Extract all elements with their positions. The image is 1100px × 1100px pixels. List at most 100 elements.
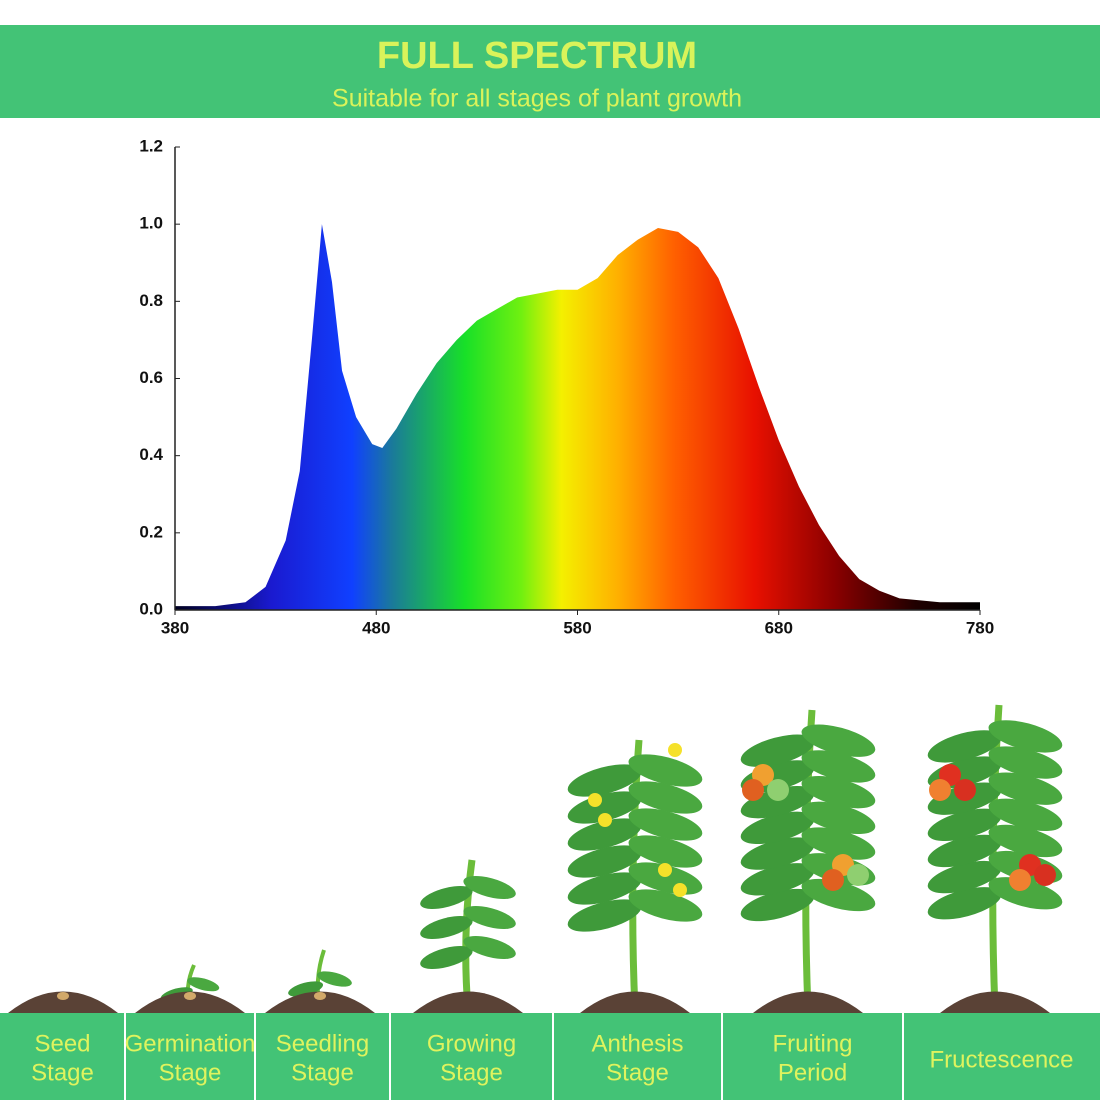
y-tick-label: 0.8 — [139, 291, 163, 310]
soil — [8, 991, 118, 1013]
leaf — [463, 936, 516, 959]
leaf — [628, 808, 703, 841]
fruit — [1009, 869, 1031, 891]
x-tick-label: 780 — [966, 618, 994, 637]
leaf — [801, 724, 876, 757]
subtitle: Suitable for all stages of plant growth — [332, 85, 742, 113]
leaf — [801, 801, 876, 835]
x-tick-label: 680 — [765, 618, 793, 637]
leaf — [628, 889, 703, 922]
seed — [57, 992, 69, 1000]
stage-label: Seed — [34, 1030, 90, 1057]
leaf — [463, 906, 516, 929]
fruit — [929, 779, 951, 801]
soil — [580, 991, 690, 1013]
y-tick-label: 0.2 — [139, 522, 163, 541]
soil — [413, 991, 523, 1013]
x-tick-label: 580 — [563, 618, 591, 637]
fruit — [822, 869, 844, 891]
y-tick-label: 0.6 — [139, 368, 163, 387]
soil — [753, 991, 863, 1013]
seed — [184, 992, 196, 1000]
leaf — [988, 877, 1063, 910]
stage-label: Stage — [291, 1059, 354, 1086]
leaf — [988, 746, 1063, 779]
y-tick-label: 0.4 — [139, 445, 163, 464]
stage-label: Fruiting — [772, 1030, 852, 1057]
y-tick-label: 1.0 — [139, 214, 163, 233]
leaf — [288, 981, 324, 997]
fruit — [742, 779, 764, 801]
leaf — [988, 720, 1063, 753]
plants — [8, 704, 1063, 1013]
flower — [598, 813, 612, 827]
leaf — [740, 734, 815, 767]
stage-label: Seedling — [276, 1030, 369, 1057]
stage-band — [0, 1013, 1100, 1100]
y-tick-label: 0.0 — [139, 599, 163, 618]
stages: SeedStageGerminationStageSeedlingStageGr… — [31, 1013, 1074, 1100]
leaf — [567, 791, 642, 824]
soil — [135, 991, 245, 1013]
leaf — [801, 878, 876, 912]
x-tick-label: 480 — [362, 618, 390, 637]
flower — [673, 883, 687, 897]
leaf — [988, 798, 1063, 832]
leaf — [567, 872, 642, 905]
y-tick-label: 1.2 — [139, 136, 163, 155]
stage-label: Anthesis — [591, 1030, 683, 1057]
title: FULL SPECTRUM — [377, 35, 697, 77]
stage-label: Germination — [125, 1030, 256, 1057]
stage-label: Stage — [31, 1059, 94, 1086]
flower — [588, 793, 602, 807]
leaf — [740, 785, 815, 819]
chart: 0.0 0.2 0.4 0.6 0.8 1.0 1.2 380 480 580 680 780 — [139, 136, 994, 637]
leaf — [740, 811, 815, 845]
leaf — [988, 824, 1063, 858]
spectrum-area — [175, 224, 980, 610]
stage-label: Stage — [159, 1059, 222, 1086]
leaf — [628, 754, 703, 787]
leaf — [740, 837, 815, 870]
leaf — [628, 835, 703, 868]
fruit — [954, 779, 976, 801]
fruit — [847, 864, 869, 886]
leaf — [187, 977, 220, 992]
flower — [668, 743, 682, 757]
leaf — [420, 886, 473, 909]
leaf — [567, 764, 642, 797]
leaf — [567, 818, 642, 851]
fruit — [767, 779, 789, 801]
stage-label: Stage — [440, 1059, 503, 1086]
leaf — [927, 887, 1002, 920]
leaf — [628, 781, 703, 814]
flower — [658, 863, 672, 877]
leaf — [927, 730, 1002, 763]
leaf — [420, 916, 473, 939]
leaf — [988, 772, 1063, 805]
leaf — [740, 863, 815, 896]
leaf — [801, 827, 876, 860]
leaf — [740, 888, 815, 922]
leaf — [801, 775, 876, 809]
stage-label: Growing — [427, 1030, 516, 1057]
stage-label: Fructescence — [929, 1046, 1073, 1073]
x-tick-label: 380 — [161, 618, 189, 637]
soil — [940, 991, 1050, 1013]
leaf — [927, 808, 1002, 842]
header-band — [0, 25, 1100, 118]
leaf — [463, 876, 516, 899]
leaf — [927, 860, 1002, 894]
leaf — [567, 845, 642, 878]
stage-label: Stage — [606, 1059, 669, 1086]
stage-label: Period — [778, 1059, 847, 1086]
leaf — [801, 750, 876, 783]
soil — [265, 991, 375, 1013]
fruit — [1034, 864, 1056, 886]
leaf — [316, 971, 352, 987]
leaf — [567, 899, 642, 932]
leaf — [927, 834, 1002, 868]
leaf — [420, 946, 473, 969]
seed — [314, 992, 326, 1000]
